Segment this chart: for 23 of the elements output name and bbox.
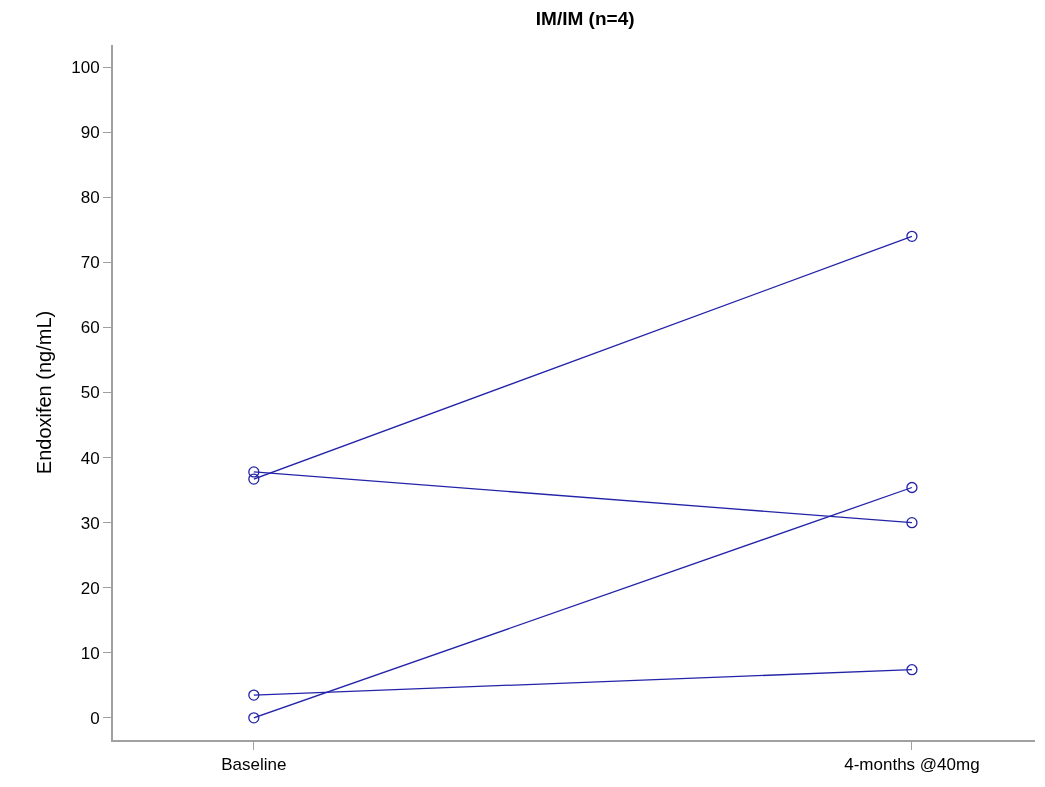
point bbox=[248, 466, 260, 478]
chart-title: IM/IM (n=4) bbox=[535, 8, 635, 30]
y-tick-label: 70 bbox=[80, 253, 100, 273]
y-tick-label: 10 bbox=[80, 643, 100, 663]
point bbox=[248, 473, 260, 485]
y-tick-label: 60 bbox=[80, 318, 100, 338]
x-tick-label: Baseline bbox=[221, 755, 287, 775]
y-tick-label: 40 bbox=[80, 448, 100, 468]
x-tick-label: 4-months @40mg bbox=[844, 755, 980, 775]
y-tick-label: 90 bbox=[80, 123, 100, 143]
point bbox=[248, 689, 260, 701]
y-tick-label: 80 bbox=[80, 188, 100, 208]
y-tick-label: 20 bbox=[80, 578, 100, 598]
point bbox=[906, 230, 918, 242]
y-tick-label: 100 bbox=[71, 58, 100, 78]
point bbox=[906, 517, 918, 529]
y-tick-label: 50 bbox=[80, 383, 100, 403]
y-axis-title: Endoxifen (ng/mL) bbox=[33, 310, 56, 475]
point bbox=[906, 481, 918, 494]
y-tick-label: 0 bbox=[90, 708, 100, 728]
y-tick-label: 30 bbox=[80, 513, 100, 533]
point bbox=[248, 712, 260, 724]
point bbox=[906, 664, 918, 676]
